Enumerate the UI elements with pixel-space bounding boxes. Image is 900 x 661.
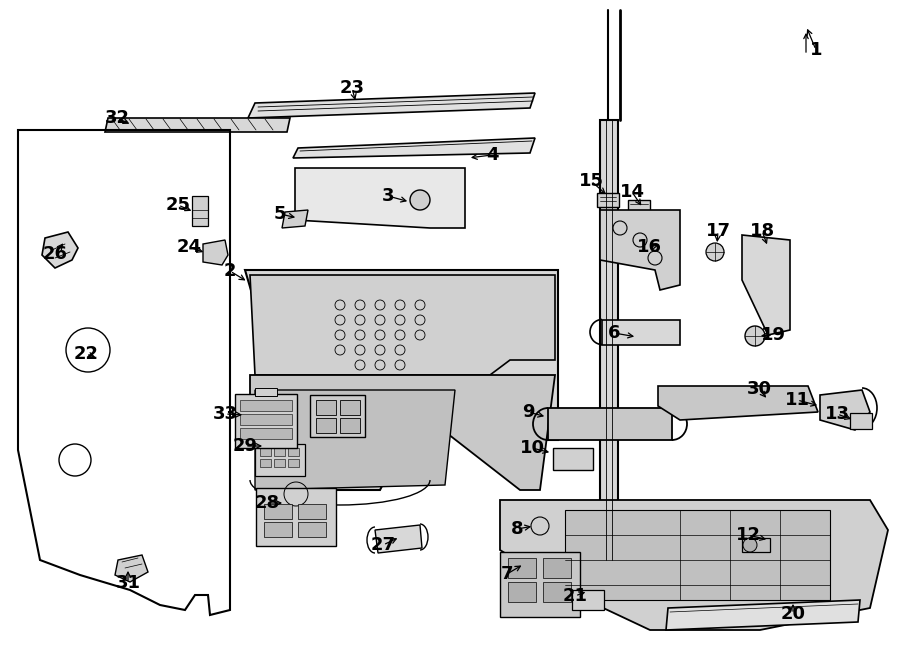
- Polygon shape: [42, 232, 78, 268]
- Text: 5: 5: [274, 205, 286, 223]
- Text: 28: 28: [255, 494, 280, 512]
- Bar: [264, 504, 292, 519]
- Polygon shape: [245, 270, 558, 490]
- Bar: [260, 448, 271, 456]
- Text: 9: 9: [522, 403, 535, 421]
- Polygon shape: [548, 408, 672, 440]
- Text: 4: 4: [486, 146, 499, 164]
- Bar: [543, 558, 571, 578]
- Bar: [316, 400, 336, 415]
- Text: 19: 19: [760, 326, 786, 344]
- Polygon shape: [282, 210, 308, 228]
- Text: 15: 15: [579, 172, 604, 190]
- Bar: [240, 414, 292, 425]
- Bar: [298, 504, 326, 519]
- Text: 22: 22: [74, 345, 98, 363]
- Bar: [260, 459, 271, 467]
- Text: 11: 11: [785, 391, 809, 409]
- Text: 27: 27: [371, 536, 395, 554]
- Polygon shape: [250, 375, 555, 490]
- Text: 30: 30: [746, 380, 771, 398]
- Text: 31: 31: [115, 574, 140, 592]
- Polygon shape: [203, 240, 228, 265]
- Bar: [240, 400, 292, 411]
- Polygon shape: [105, 118, 290, 132]
- Bar: [255, 444, 305, 476]
- Polygon shape: [295, 168, 465, 228]
- Text: 16: 16: [636, 238, 662, 256]
- Bar: [340, 418, 360, 433]
- Polygon shape: [820, 390, 870, 430]
- Text: 26: 26: [42, 245, 68, 263]
- Text: 12: 12: [735, 526, 760, 544]
- Text: 32: 32: [104, 109, 130, 127]
- Bar: [508, 558, 536, 578]
- Bar: [340, 400, 360, 415]
- Polygon shape: [500, 500, 888, 630]
- Circle shape: [743, 538, 757, 552]
- Text: 23: 23: [339, 79, 365, 97]
- Bar: [255, 388, 277, 396]
- Text: 21: 21: [562, 587, 588, 605]
- Text: 8: 8: [510, 520, 523, 538]
- Bar: [240, 428, 292, 439]
- Polygon shape: [658, 386, 818, 420]
- Bar: [256, 488, 336, 546]
- Bar: [565, 510, 830, 600]
- Bar: [264, 522, 292, 537]
- Polygon shape: [248, 93, 535, 118]
- Circle shape: [745, 326, 765, 346]
- Bar: [370, 390, 392, 406]
- Bar: [310, 395, 365, 437]
- Bar: [192, 196, 208, 226]
- Polygon shape: [600, 120, 618, 560]
- Circle shape: [531, 517, 549, 535]
- Bar: [288, 448, 299, 456]
- Circle shape: [706, 243, 724, 261]
- Bar: [288, 459, 299, 467]
- Polygon shape: [602, 320, 680, 345]
- Polygon shape: [375, 525, 422, 553]
- Bar: [850, 413, 872, 429]
- Text: 17: 17: [706, 222, 731, 240]
- Bar: [400, 390, 422, 406]
- Bar: [742, 538, 770, 552]
- Polygon shape: [742, 235, 790, 335]
- Text: 14: 14: [619, 183, 644, 201]
- Bar: [572, 590, 604, 610]
- Text: 6: 6: [608, 324, 620, 342]
- Polygon shape: [666, 600, 860, 630]
- Bar: [628, 200, 650, 214]
- Bar: [274, 459, 285, 467]
- Text: 7: 7: [500, 565, 513, 583]
- Polygon shape: [600, 210, 680, 290]
- Circle shape: [410, 190, 430, 210]
- Bar: [553, 448, 593, 470]
- Bar: [235, 394, 297, 448]
- Polygon shape: [293, 138, 535, 158]
- Bar: [298, 522, 326, 537]
- Polygon shape: [115, 555, 148, 582]
- Text: 20: 20: [780, 605, 806, 623]
- Text: 10: 10: [519, 439, 544, 457]
- Text: 24: 24: [176, 238, 202, 256]
- Bar: [508, 582, 536, 602]
- Text: 13: 13: [824, 405, 850, 423]
- Polygon shape: [250, 275, 555, 375]
- Bar: [597, 193, 619, 207]
- Text: 2: 2: [224, 262, 236, 280]
- Bar: [316, 418, 336, 433]
- Bar: [500, 552, 580, 617]
- Text: 3: 3: [382, 187, 394, 205]
- Bar: [274, 448, 285, 456]
- Text: 18: 18: [750, 222, 775, 240]
- Polygon shape: [255, 390, 455, 490]
- Text: 1: 1: [810, 41, 823, 59]
- Text: 29: 29: [232, 437, 257, 455]
- Text: 33: 33: [212, 405, 238, 423]
- Text: 25: 25: [166, 196, 191, 214]
- Bar: [543, 582, 571, 602]
